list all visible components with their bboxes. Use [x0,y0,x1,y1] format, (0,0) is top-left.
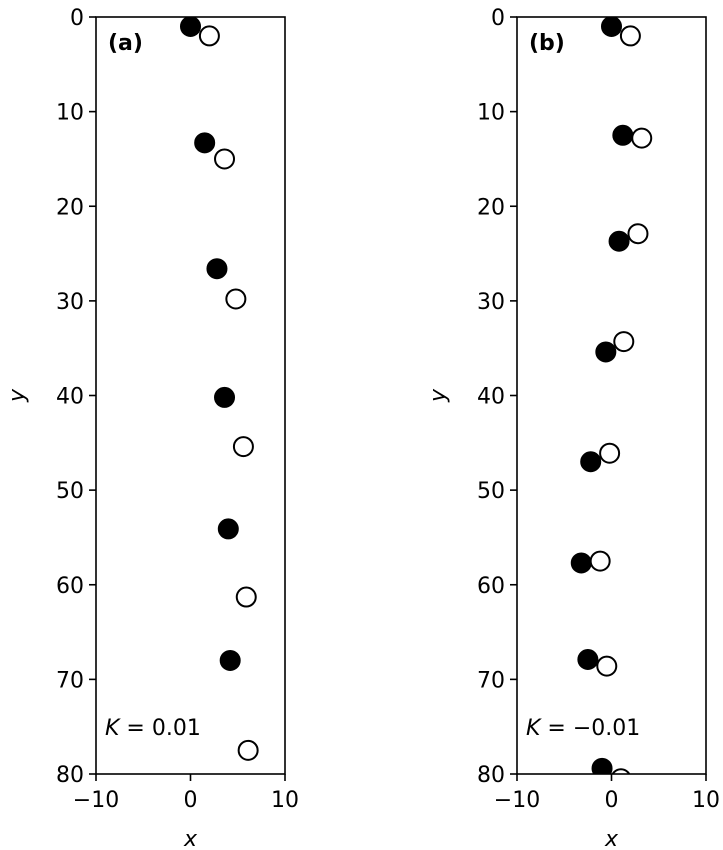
x-axis-label: x [604,827,619,850]
panel-a: 0 10 20 30 40 50 60 70 80−10 0 10 x y (a) K = 0.01 [5,6,299,850]
y-tick-label: 50 [477,479,505,504]
y-tick-label: 60 [56,574,84,599]
y-axis-label: y [426,388,451,403]
x-tick-label: −10 [494,788,540,813]
y-tick-label: 40 [56,385,84,410]
y-tick-label: 70 [56,668,84,693]
filled-point [217,518,239,540]
filled-point [214,386,236,408]
filled-point [612,124,634,146]
filled-point [608,230,630,252]
x-tick-label: 10 [271,788,299,813]
filled-point [180,17,201,37]
open-point [627,223,649,245]
plot-frame [95,16,286,775]
y-tick-label: 70 [477,668,505,693]
x-tick-label: 10 [692,788,720,813]
markers [570,17,653,774]
open-point [232,436,254,458]
open-point [613,331,635,353]
filled-point [595,341,617,363]
panel-label: (b) [529,31,565,56]
y-tick-label: 80 [56,763,84,788]
x-tick-label: 0 [184,788,198,813]
filled-point [194,132,216,154]
filled-point [219,649,241,671]
y-tick-label: 40 [477,385,505,410]
open-point [619,25,641,47]
annotation: K = −0.01 [526,716,640,741]
open-point [599,442,621,464]
y-tick-label: 30 [56,290,84,315]
open-point [237,739,259,761]
open-point [198,25,220,47]
filled-point [580,451,602,473]
filled-point [206,258,228,280]
x-tick-label: −10 [73,788,119,813]
y-tick-label: 80 [477,763,505,788]
markers [180,17,259,761]
panel-label: (a) [108,31,143,56]
y-tick-label: 50 [56,479,84,504]
y-tick-label: 10 [56,101,84,126]
y-tick-label: 20 [56,195,84,220]
x-tick-label: 0 [605,788,619,813]
filled-point [577,649,599,671]
y-tick-label: 20 [477,195,505,220]
y-tick-label: 0 [491,6,505,31]
open-point [596,655,618,677]
y-axis-label: y [5,388,30,403]
y-tick-label: 0 [70,6,84,31]
y-tick-label: 60 [477,574,505,599]
filled-point [591,757,613,774]
panel-b: 0 10 20 30 40 50 60 70 80−10 0 10 x y (b) K = −0.01 [426,6,720,850]
y-tick-label: 10 [477,101,505,126]
open-point [225,288,247,310]
open-point [631,127,653,149]
filled-point [570,552,592,574]
y-tick-label: 30 [477,290,505,315]
open-point [611,768,631,774]
open-point [235,586,257,608]
x-axis-label: x [183,827,198,850]
open-point [214,148,236,170]
annotation: K = 0.01 [105,716,201,741]
filled-point [601,17,622,37]
open-point [589,550,611,572]
